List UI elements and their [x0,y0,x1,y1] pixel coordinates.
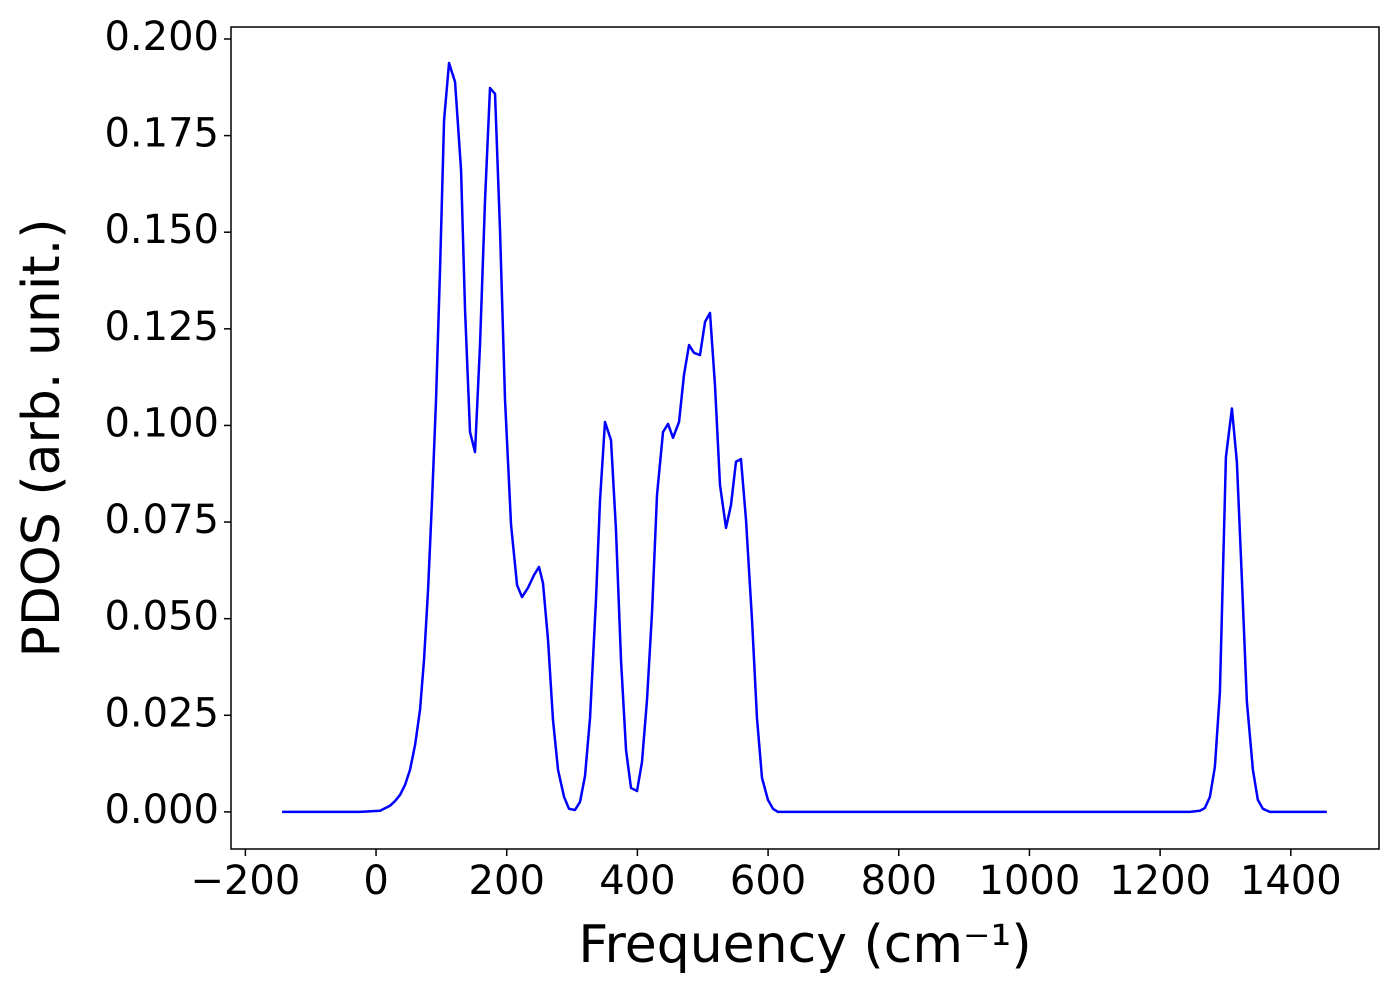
y-tick-label: 0.150 [104,207,219,253]
x-tick-label: 200 [469,858,545,904]
x-tick-label: 1000 [979,858,1081,904]
x-tick-label: 0 [363,858,388,904]
y-tick-label: 0.100 [104,400,219,446]
y-tick-label: 0.025 [104,690,219,736]
plot-frame [230,26,1380,850]
x-tick-label: 1200 [1109,858,1211,904]
x-tick-label: 600 [730,858,806,904]
y-tick-label: 0.050 [104,594,219,640]
y-tick-label: 0.000 [104,787,219,833]
data-line [282,61,1327,814]
y-tick-label: 0.175 [104,111,219,157]
y-axis-label: PDOS (arb. unit.) [12,218,72,657]
x-tick-label: 800 [861,858,937,904]
x-tick-label: −200 [190,858,300,904]
x-tick-label: 400 [599,858,675,904]
x-tick-label: 1400 [1240,858,1342,904]
y-tick-label: 0.075 [104,497,219,543]
y-tick-label: 0.125 [104,304,219,350]
y-tick-label: 0.200 [104,14,219,60]
x-axis-label: Frequency (cm⁻¹) [578,915,1031,975]
